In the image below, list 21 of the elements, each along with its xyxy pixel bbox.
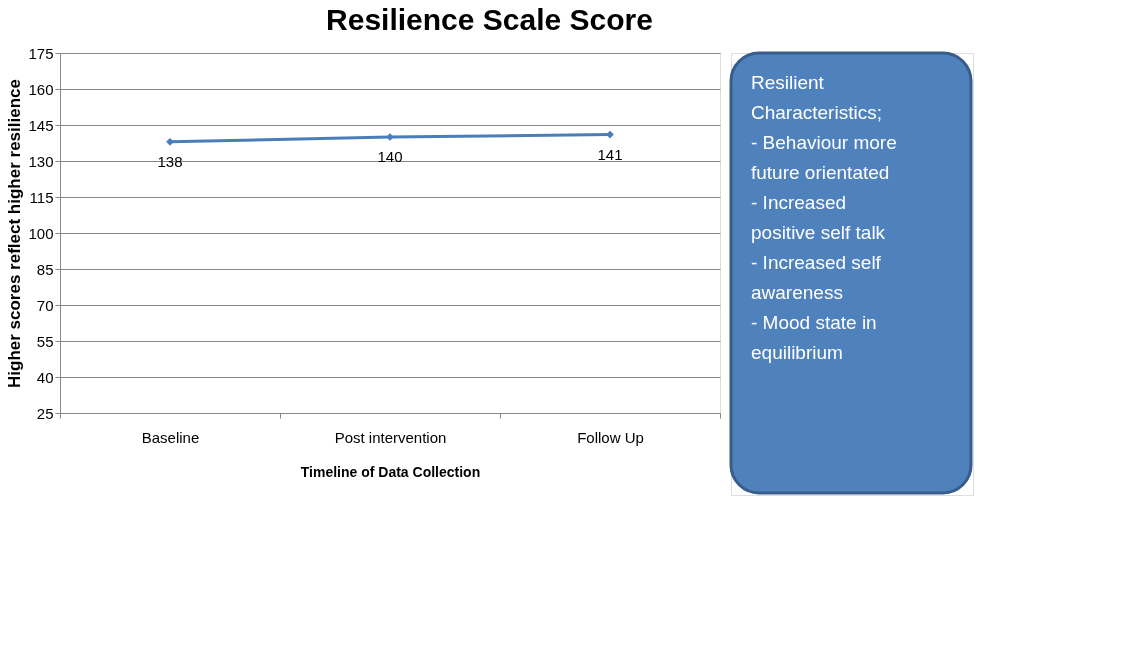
- y-tick-label: 130: [28, 152, 54, 170]
- x-tick-label: Follow Up: [577, 428, 644, 446]
- y-tick-label: 160: [28, 80, 54, 98]
- chart-title: Resilience Scale Score: [326, 2, 653, 36]
- y-tick-label: 85: [36, 260, 54, 278]
- x-tick-label: Post intervention: [334, 428, 447, 446]
- y-tick-label: 55: [36, 332, 54, 350]
- y-tick-label: 100: [28, 224, 54, 242]
- y-tick-label: 115: [29, 188, 54, 206]
- y-tick-label: 145: [28, 116, 54, 134]
- data-label: 140: [377, 148, 403, 165]
- y-tick-label: 70: [36, 296, 54, 314]
- y-axis-title: Higher scores reflect higher resilience: [5, 79, 25, 388]
- x-axis-title: Timeline of Data Collection: [300, 463, 481, 480]
- y-tick-label: 25: [36, 404, 54, 422]
- y-tick-label: 40: [36, 368, 54, 386]
- text: Resilient Characteristics; - Behaviour more future orientated - Increased positive self talk - Increased self awareness - Mood state in equilibrium: [751, 72, 897, 363]
- x-tick-label: Baseline: [141, 428, 200, 446]
- data-label: 138: [157, 152, 183, 170]
- data-label: 141: [597, 145, 623, 163]
- y-tick-label: 175: [28, 44, 54, 62]
